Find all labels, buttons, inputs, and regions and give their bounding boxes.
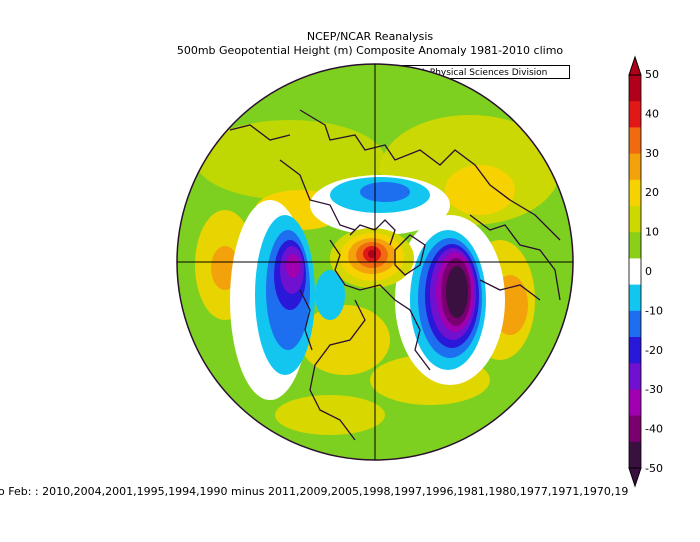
coastlines: [229, 109, 561, 441]
colorbar-swatch: [629, 284, 641, 312]
colorbar-max-arrow: [628, 55, 642, 76]
colorbar-swatch: [629, 101, 641, 128]
colorbar-tick-label: -50: [645, 462, 663, 475]
colorbar-swatch: [629, 153, 641, 181]
colorbar-tick-label: 10: [645, 226, 659, 239]
colorbar-swatch: [629, 127, 641, 155]
colorbar-swatch: [629, 441, 641, 469]
map-subtitle: 500mb Geopotential Height (m) Composite …: [176, 44, 564, 57]
colorbar-swatch: [629, 232, 641, 259]
colorbar-swatch: [629, 363, 641, 390]
colorbar-swatch: [629, 179, 641, 207]
colorbar-frame: [628, 74, 642, 469]
composite-years-caption: o Feb: : 2010,2004,2001,1995,1994,1990 m…: [0, 485, 629, 498]
colorbar-tick-label: -10: [645, 304, 663, 317]
colorbar-tick-label: -20: [645, 344, 663, 357]
colorbar-swatch: [629, 415, 641, 443]
colorbar-swatch: [629, 389, 641, 417]
colorbar-tick-label: -40: [645, 423, 663, 436]
map-title: NCEP/NCAR Reanalysis: [306, 30, 434, 43]
colorbar-swatch: [629, 310, 641, 338]
colorbar-swatch: [629, 206, 641, 233]
colorbar: 50 40 30 20 10 0 -10 -20 -30 -40 -50: [628, 55, 663, 488]
colorbar-tick-label: 0: [645, 265, 652, 278]
colorbar-swatch: [629, 337, 641, 364]
colorbar-swatch: [629, 258, 641, 286]
colorbar-tick-label: 50: [645, 68, 659, 81]
colorbar-tick-label: 40: [645, 107, 659, 120]
colorbar-swatch: [629, 75, 641, 102]
colorbar-tick-label: -30: [645, 383, 663, 396]
colorbar-tick-label: 20: [645, 186, 659, 199]
colorbar-min-arrow: [628, 467, 642, 488]
colorbar-tick-label: 30: [645, 147, 659, 160]
